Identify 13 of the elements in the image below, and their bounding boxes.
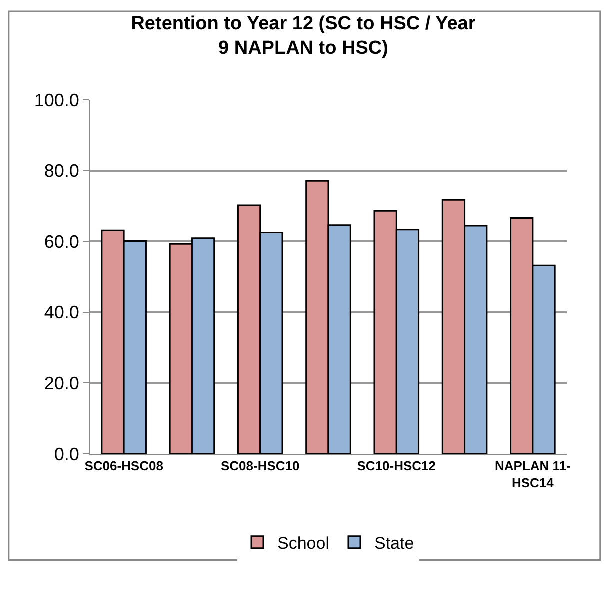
y-tick-label: 20.0 (44, 374, 80, 394)
x-tick-label: NAPLAN 11-HSC14 (495, 458, 571, 490)
y-tick-label: 0.0 (54, 444, 80, 464)
legend-label: State (374, 534, 414, 553)
y-tick-label: 100.0 (34, 90, 80, 110)
y-tick-label: 80.0 (44, 161, 80, 182)
legend-label: School (278, 534, 330, 553)
chart-title: Retention to Year 12 (SC to HSC / Year 9 NAPLAN to HSC) (131, 13, 476, 60)
x-tick-label: SC10-HSC12 (357, 458, 436, 474)
y-tick-label: 60.0 (44, 232, 80, 252)
x-tick-label: SC06-HSC08 (84, 458, 164, 474)
x-tick-label: SC08-HSC10 (220, 458, 300, 474)
y-tick-label: 40.0 (44, 302, 80, 323)
